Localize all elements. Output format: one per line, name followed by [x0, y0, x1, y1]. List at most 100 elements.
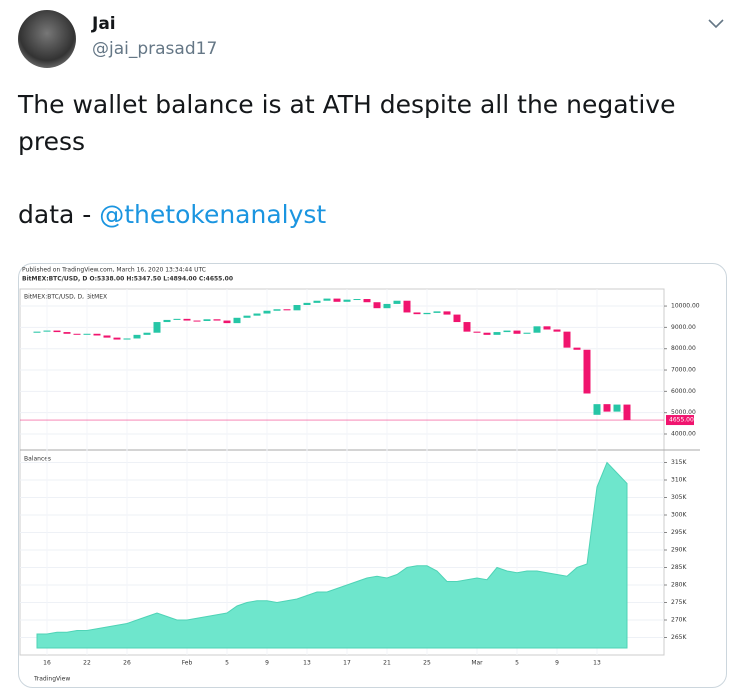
- candle: [593, 404, 601, 415]
- tweet-line: data - @thetokenanalyst: [18, 196, 326, 233]
- last-price-box: [666, 415, 694, 426]
- y-tick-label: 295K: [671, 529, 687, 536]
- x-tick-label: 22: [83, 660, 91, 667]
- x-tick-label: Feb: [182, 660, 193, 667]
- candle: [173, 318, 181, 320]
- plot-frame: [19, 288, 665, 656]
- y-tick-label: 9000.00: [671, 324, 696, 331]
- candle: [413, 312, 421, 315]
- candle: [83, 333, 91, 335]
- candle: [523, 332, 531, 334]
- candle: [253, 313, 261, 316]
- x-tick-label: 13: [303, 660, 311, 667]
- candle: [353, 299, 361, 301]
- user-name[interactable]: Jai: [92, 14, 116, 34]
- x-tick-label: 17: [343, 660, 351, 667]
- candle: [623, 404, 631, 421]
- candle: [133, 334, 141, 339]
- candle: [123, 338, 131, 340]
- candle: [363, 299, 371, 303]
- candle: [483, 332, 491, 335]
- candle: [533, 326, 541, 333]
- candle: [273, 309, 281, 311]
- candle: [43, 330, 51, 332]
- y-tick-label: 285K: [671, 564, 687, 571]
- candle: [203, 319, 211, 321]
- candle: [313, 300, 321, 303]
- tweet-text: The wallet balance is at ATH despite all…: [18, 90, 676, 156]
- user-handle[interactable]: @jai_prasad17: [92, 39, 218, 59]
- candle: [613, 404, 621, 412]
- candle: [33, 331, 41, 333]
- y-tick-label: 6000.00: [671, 388, 696, 395]
- candle: [53, 330, 61, 333]
- x-tick-label: 9: [265, 660, 269, 667]
- candle: [93, 333, 101, 336]
- published: Published on TradingView.com, March 16, …: [22, 267, 206, 274]
- y-tick-label: 4000.00: [671, 431, 696, 438]
- x-tick-label: 9: [555, 660, 559, 667]
- x-tick-label: 5: [225, 660, 229, 667]
- menu-chevron[interactable]: [706, 16, 726, 32]
- y-tick-label: 315K: [671, 459, 687, 466]
- candle: [383, 303, 391, 309]
- last-price-label: 4655.00: [669, 417, 694, 424]
- candle: [303, 302, 311, 305]
- candle: [113, 337, 121, 340]
- candle: [283, 309, 291, 311]
- y-tick-label: 270K: [671, 617, 687, 624]
- y-tick-label: 280K: [671, 582, 687, 589]
- panel-title: BitMEX:BTC/USD, D, BitMEX: [24, 294, 107, 301]
- candle: [583, 349, 591, 394]
- candle: [143, 332, 151, 335]
- candle: [553, 329, 561, 332]
- y-tick-label: 275K: [671, 599, 687, 606]
- candle: [183, 318, 191, 321]
- candle: [343, 299, 351, 302]
- y-tick-label: 265K: [671, 634, 687, 641]
- candle: [423, 312, 431, 315]
- candle: [513, 330, 521, 334]
- candle: [213, 319, 221, 321]
- footer: TradingView: [33, 676, 70, 683]
- x-tick-label: 16: [43, 660, 51, 667]
- candle: [543, 326, 551, 330]
- candle: [503, 330, 511, 333]
- candle: [323, 298, 331, 301]
- y-tick-label: 310K: [671, 477, 687, 484]
- candle: [563, 331, 571, 348]
- candle: [193, 320, 201, 322]
- candle: [493, 332, 501, 335]
- candle: [103, 335, 111, 338]
- candle: [153, 322, 161, 333]
- avatar[interactable]: [18, 10, 76, 68]
- candle: [223, 320, 231, 324]
- y-tick-label: 5000.00: [671, 409, 696, 416]
- candle: [243, 315, 251, 318]
- candle: [73, 333, 81, 335]
- y-tick-label: 305K: [671, 494, 687, 501]
- candle: [453, 314, 461, 323]
- candle: [433, 311, 441, 313]
- y-tick-label: 10000.00: [671, 303, 700, 310]
- x-tick-label: 13: [593, 660, 601, 667]
- y-tick-label: 7000.00: [671, 367, 696, 374]
- candle: [263, 310, 271, 314]
- x-tick-label: 26: [123, 660, 131, 667]
- x-tick-label: Mar: [471, 660, 483, 667]
- candle: [373, 302, 381, 309]
- y-tick-label: 300K: [671, 512, 687, 519]
- candle: [603, 404, 611, 412]
- text-prefix: data -: [18, 200, 100, 229]
- mention-link[interactable]: @thetokenanalyst: [99, 200, 327, 229]
- candle: [403, 300, 411, 313]
- balance-area: [36, 461, 628, 649]
- candle: [473, 331, 481, 333]
- candle: [163, 319, 171, 323]
- x-tick-label: 21: [383, 660, 391, 667]
- balances-title: Balances: [24, 456, 51, 463]
- candle: [393, 300, 401, 304]
- y-tick-label: 290K: [671, 547, 687, 554]
